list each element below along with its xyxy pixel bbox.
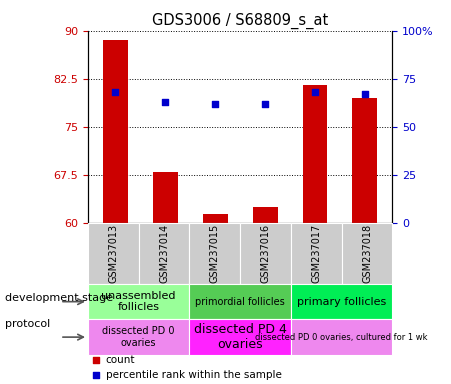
Text: dissected PD 0
ovaries: dissected PD 0 ovaries: [102, 326, 175, 348]
Bar: [352, 98, 377, 223]
Bar: [103, 40, 128, 223]
Text: dissected PD 4
ovaries: dissected PD 4 ovaries: [194, 323, 286, 351]
Point: [262, 101, 269, 107]
Text: GSM237017: GSM237017: [311, 224, 321, 283]
Text: GSM237018: GSM237018: [362, 224, 372, 283]
Text: GSM237013: GSM237013: [108, 224, 118, 283]
Bar: [189, 223, 240, 284]
Bar: [291, 319, 392, 355]
Text: percentile rank within the sample: percentile rank within the sample: [106, 369, 281, 380]
Text: unassembled
follicles: unassembled follicles: [101, 291, 176, 313]
Text: dissected PD 0 ovaries, cultured for 1 wk: dissected PD 0 ovaries, cultured for 1 w…: [255, 333, 428, 342]
Bar: [203, 214, 228, 223]
Bar: [240, 223, 291, 284]
Text: protocol: protocol: [5, 319, 50, 329]
Point: [112, 89, 119, 95]
Point: [92, 358, 99, 364]
Title: GDS3006 / S68809_s_at: GDS3006 / S68809_s_at: [152, 13, 328, 29]
Text: GSM237014: GSM237014: [159, 224, 169, 283]
Bar: [189, 319, 291, 355]
Bar: [139, 223, 189, 284]
Bar: [291, 223, 342, 284]
Point: [212, 101, 219, 107]
Bar: [88, 223, 139, 284]
Text: development stage: development stage: [5, 293, 113, 303]
Bar: [253, 207, 277, 223]
Text: primordial follicles: primordial follicles: [195, 297, 285, 307]
Text: primary follicles: primary follicles: [297, 297, 386, 307]
Bar: [88, 284, 189, 319]
Point: [311, 89, 318, 95]
Point: [162, 99, 169, 105]
Bar: [189, 284, 291, 319]
Bar: [291, 284, 392, 319]
Bar: [303, 85, 327, 223]
Text: GSM237015: GSM237015: [210, 224, 220, 283]
Bar: [342, 223, 392, 284]
Point: [92, 371, 99, 377]
Point: [361, 91, 368, 97]
Text: GSM237016: GSM237016: [261, 224, 271, 283]
Text: count: count: [106, 356, 135, 366]
Bar: [153, 172, 178, 223]
Bar: [88, 319, 189, 355]
